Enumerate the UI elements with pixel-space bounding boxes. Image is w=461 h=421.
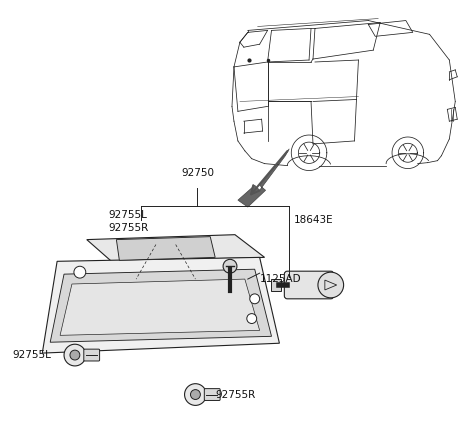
Text: 1125AD: 1125AD: [260, 274, 301, 284]
Polygon shape: [238, 149, 290, 207]
Text: 92755R: 92755R: [215, 389, 255, 400]
Polygon shape: [50, 269, 272, 342]
Text: 92755L: 92755L: [108, 210, 148, 220]
Polygon shape: [116, 237, 215, 260]
Text: 92755R: 92755R: [108, 223, 149, 233]
FancyBboxPatch shape: [84, 349, 100, 361]
Text: 92750: 92750: [181, 168, 214, 179]
Circle shape: [70, 350, 80, 360]
Circle shape: [250, 294, 260, 304]
Circle shape: [223, 259, 237, 273]
Circle shape: [64, 344, 86, 366]
Polygon shape: [60, 279, 260, 336]
FancyBboxPatch shape: [272, 279, 281, 291]
Circle shape: [247, 314, 257, 323]
FancyBboxPatch shape: [284, 271, 334, 299]
Circle shape: [184, 384, 206, 405]
Circle shape: [190, 389, 201, 400]
Text: 92755L: 92755L: [12, 350, 52, 360]
Circle shape: [318, 272, 343, 298]
Circle shape: [74, 266, 86, 278]
FancyBboxPatch shape: [204, 389, 220, 400]
Polygon shape: [87, 234, 265, 261]
Text: 18643E: 18643E: [294, 215, 334, 225]
Polygon shape: [42, 257, 279, 353]
